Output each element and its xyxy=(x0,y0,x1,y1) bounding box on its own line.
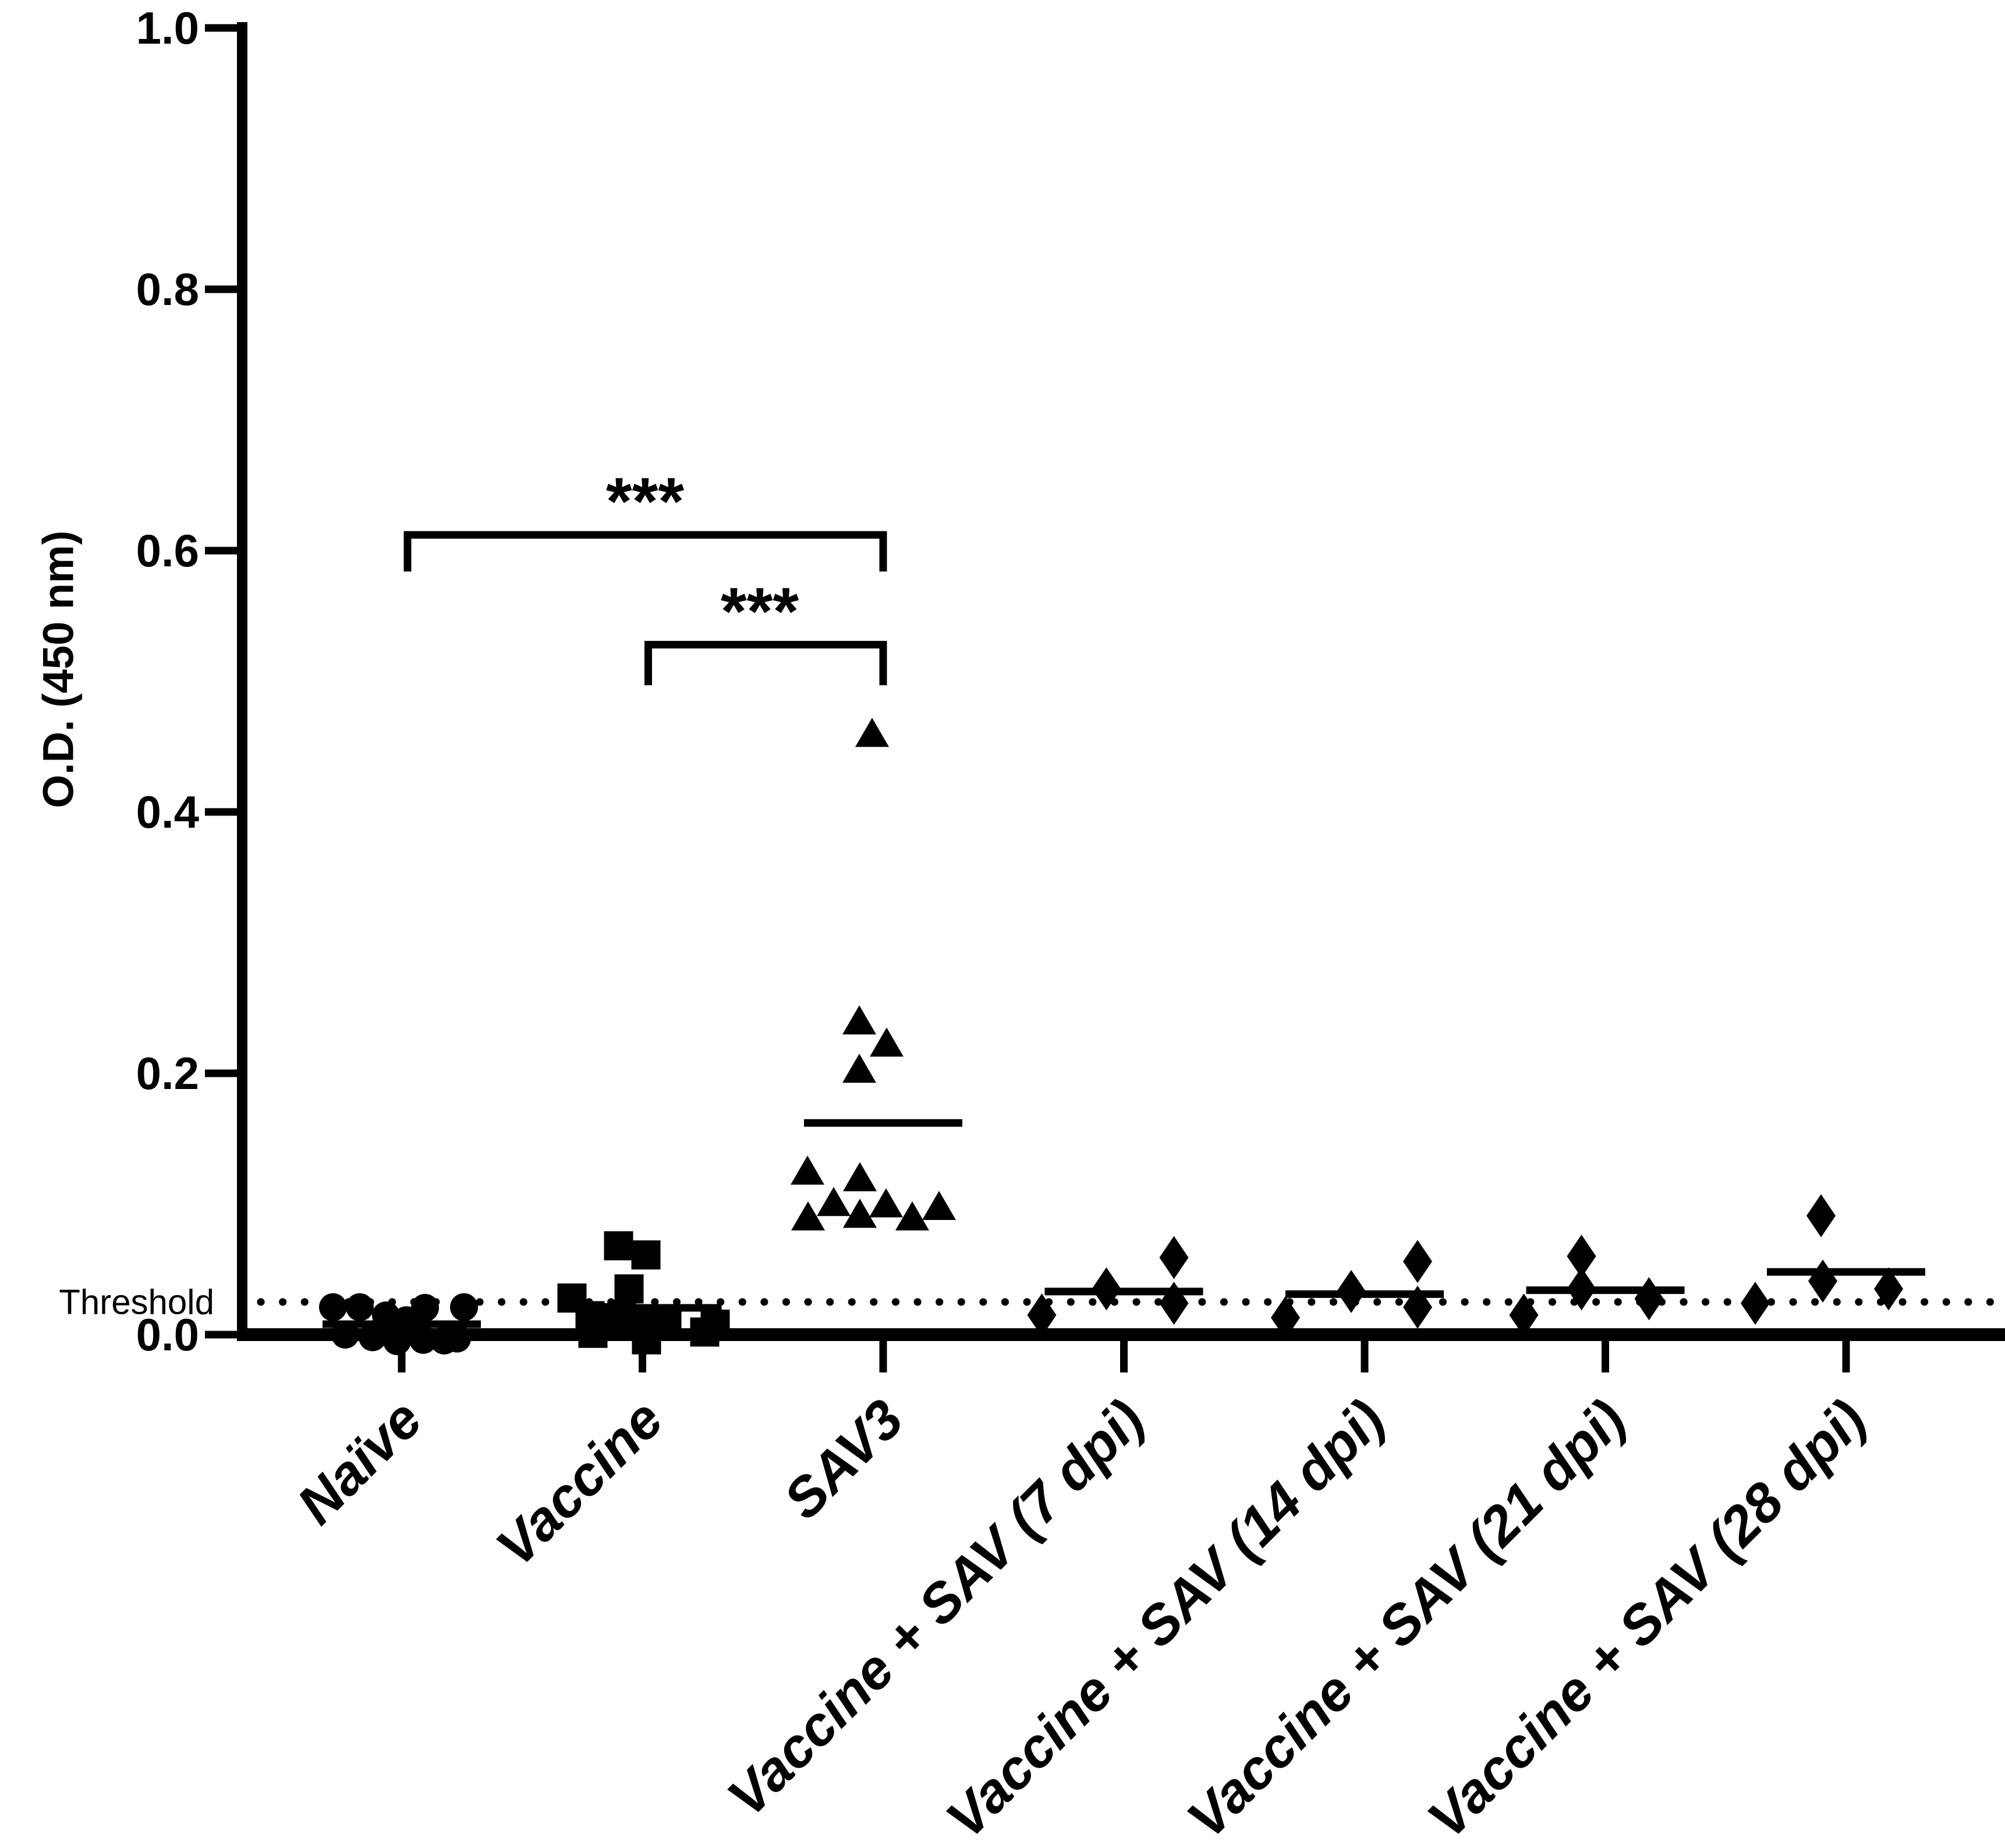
data-layer xyxy=(205,22,2005,1372)
data-point-diamond xyxy=(1741,1282,1770,1325)
data-point-diamond xyxy=(1159,1282,1189,1325)
data-point-triangle xyxy=(842,1005,876,1035)
data-point-triangle xyxy=(870,1027,904,1057)
data-point-circle xyxy=(346,1293,374,1321)
data-point-triangle xyxy=(869,1188,903,1218)
data-point-diamond xyxy=(1337,1269,1366,1313)
data-point-diamond xyxy=(1567,1267,1596,1311)
x-label-vaccine-sav-7dpi: Vaccine + SAV (7 dpi) xyxy=(716,1388,1156,1828)
data-point-diamond xyxy=(1634,1277,1664,1321)
mean-line xyxy=(1767,1268,1925,1276)
data-point-circle xyxy=(409,1325,437,1354)
data-point-triangle xyxy=(843,1162,877,1191)
x-label-vaccine-sav-21dpi: Vaccine + SAV (21 dpi) xyxy=(1175,1388,1638,1848)
mean-line xyxy=(804,1119,962,1127)
y-tick-label-0.6: 0.6 xyxy=(136,525,199,576)
data-point-diamond xyxy=(1806,1194,1836,1237)
y-tick-label-0.8: 0.8 xyxy=(136,264,199,315)
data-point-triangle xyxy=(922,1190,956,1220)
data-point-square xyxy=(614,1274,644,1304)
data-point-diamond xyxy=(1874,1267,1903,1311)
threshold-label: Threshold xyxy=(59,1283,214,1322)
data-point-diamond xyxy=(1027,1293,1057,1337)
y-tick-mark xyxy=(205,1069,237,1077)
data-point-diamond xyxy=(1092,1267,1121,1311)
data-point-triangle xyxy=(842,1054,876,1083)
y-tick-mark xyxy=(205,547,237,555)
data-point-diamond xyxy=(1271,1296,1300,1339)
x-tick-mark xyxy=(1120,1341,1128,1372)
y-tick-label-1.0: 1.0 xyxy=(136,2,199,54)
y-tick-label-0.0: 0.0 xyxy=(136,1309,199,1360)
y-axis-title: O.D. (450 nm) xyxy=(34,531,83,808)
x-label-vaccine-sav-28dpi: Vaccine + SAV (28 dpi) xyxy=(1416,1388,1878,1848)
data-point-triangle xyxy=(895,1201,929,1230)
y-axis-line xyxy=(237,22,247,1341)
significance-stars-vaccine-vs-sav3: *** xyxy=(721,574,799,649)
data-point-circle xyxy=(450,1293,478,1321)
x-label-naive: Naïve xyxy=(286,1388,434,1536)
x-tick-mark xyxy=(1842,1341,1850,1372)
data-point-circle xyxy=(443,1324,471,1353)
data-point-circle xyxy=(319,1293,347,1321)
x-tick-mark xyxy=(879,1341,887,1372)
data-point-triangle xyxy=(791,1155,824,1185)
x-label-vaccine: Vaccine xyxy=(484,1388,674,1578)
data-point-circle xyxy=(392,1306,420,1335)
x-tick-mark xyxy=(1602,1341,1609,1372)
data-point-square xyxy=(632,1325,661,1354)
significance-bracket xyxy=(644,641,887,686)
data-point-diamond xyxy=(1403,1240,1432,1283)
y-tick-mark xyxy=(205,24,237,32)
data-point-square xyxy=(578,1318,608,1348)
y-tick-mark xyxy=(205,1331,237,1339)
data-point-square xyxy=(690,1317,720,1347)
data-point-triangle xyxy=(855,718,889,747)
data-point-triangle xyxy=(791,1201,825,1230)
data-point-square xyxy=(604,1231,633,1261)
mean-line xyxy=(1526,1286,1685,1294)
data-point-circle xyxy=(359,1323,387,1352)
x-tick-mark xyxy=(1361,1341,1369,1372)
data-point-diamond xyxy=(1403,1285,1432,1329)
data-point-circle xyxy=(383,1327,411,1356)
mean-line xyxy=(1044,1287,1203,1296)
x-label-vaccine-sav-14dpi: Vaccine + SAV (14 dpi) xyxy=(934,1388,1397,1848)
data-point-diamond xyxy=(1159,1236,1189,1279)
significance-stars-naive-vs-sav3: *** xyxy=(606,464,685,539)
data-point-triangle xyxy=(817,1187,851,1216)
y-tick-mark xyxy=(205,285,237,293)
x-label-sav3: SAV3 xyxy=(772,1388,915,1531)
data-point-diamond xyxy=(1808,1259,1837,1303)
x-axis-line xyxy=(237,1328,2005,1341)
data-point-triangle xyxy=(843,1198,877,1228)
y-tick-label-0.4: 0.4 xyxy=(136,786,199,838)
mean-line xyxy=(1285,1290,1444,1298)
data-point-diamond xyxy=(1509,1293,1539,1337)
significance-bracket xyxy=(403,531,887,572)
data-point-square xyxy=(631,1240,661,1270)
y-tick-mark xyxy=(205,808,237,816)
data-point-diamond xyxy=(1567,1235,1596,1278)
data-point-circle xyxy=(331,1321,359,1349)
y-tick-label-0.2: 0.2 xyxy=(136,1048,199,1099)
